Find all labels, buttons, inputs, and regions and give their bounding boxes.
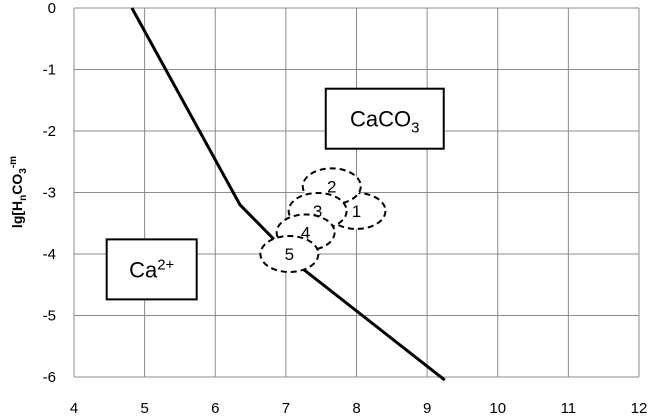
- x-axis-ticks: 4 5 6 7 8 9 10 11 12: [70, 400, 648, 417]
- y-tick-label: 0: [48, 0, 56, 17]
- x-tick-label: 9: [423, 400, 431, 417]
- y-tick-label: -4: [43, 246, 56, 263]
- x-tick-label: 10: [489, 400, 506, 417]
- region-caco3-box: [324, 87, 445, 150]
- region-caco3: CaCO3: [324, 87, 445, 150]
- y-tick-label: -1: [43, 62, 56, 79]
- region-ca2-label: Ca2+: [129, 256, 174, 282]
- region-ca2-box: [105, 238, 198, 301]
- series-layer: [130, 7, 446, 382]
- y-tick-label: -6: [43, 369, 56, 386]
- y-tick-label: -2: [43, 123, 56, 140]
- point-ellipse: [259, 235, 320, 273]
- series-line: [130, 7, 446, 382]
- x-tick-label: 7: [282, 400, 290, 417]
- point-label: 3: [313, 202, 322, 221]
- x-tick-label: 8: [352, 400, 360, 417]
- y-axis-label: lg[HnCO3-m: [8, 156, 29, 228]
- region-ca2: Ca2+: [105, 238, 198, 301]
- point-label: 5: [285, 245, 294, 264]
- region-caco3-label: CaCO3: [350, 107, 419, 137]
- y-axis-ticks: 0 -1 -2 -3 -4 -5 -6: [43, 0, 56, 386]
- y-tick-label: -3: [43, 185, 56, 202]
- x-tick-label: 6: [211, 400, 219, 417]
- x-tick-label: 12: [631, 400, 648, 417]
- y-tick-label: -5: [43, 308, 56, 325]
- point-label: 4: [301, 223, 310, 242]
- x-tick-label: 4: [70, 400, 78, 417]
- x-tick-label: 5: [140, 400, 148, 417]
- point-label: 1: [352, 202, 361, 221]
- point-label: 2: [327, 177, 336, 196]
- x-tick-label: 11: [561, 400, 577, 417]
